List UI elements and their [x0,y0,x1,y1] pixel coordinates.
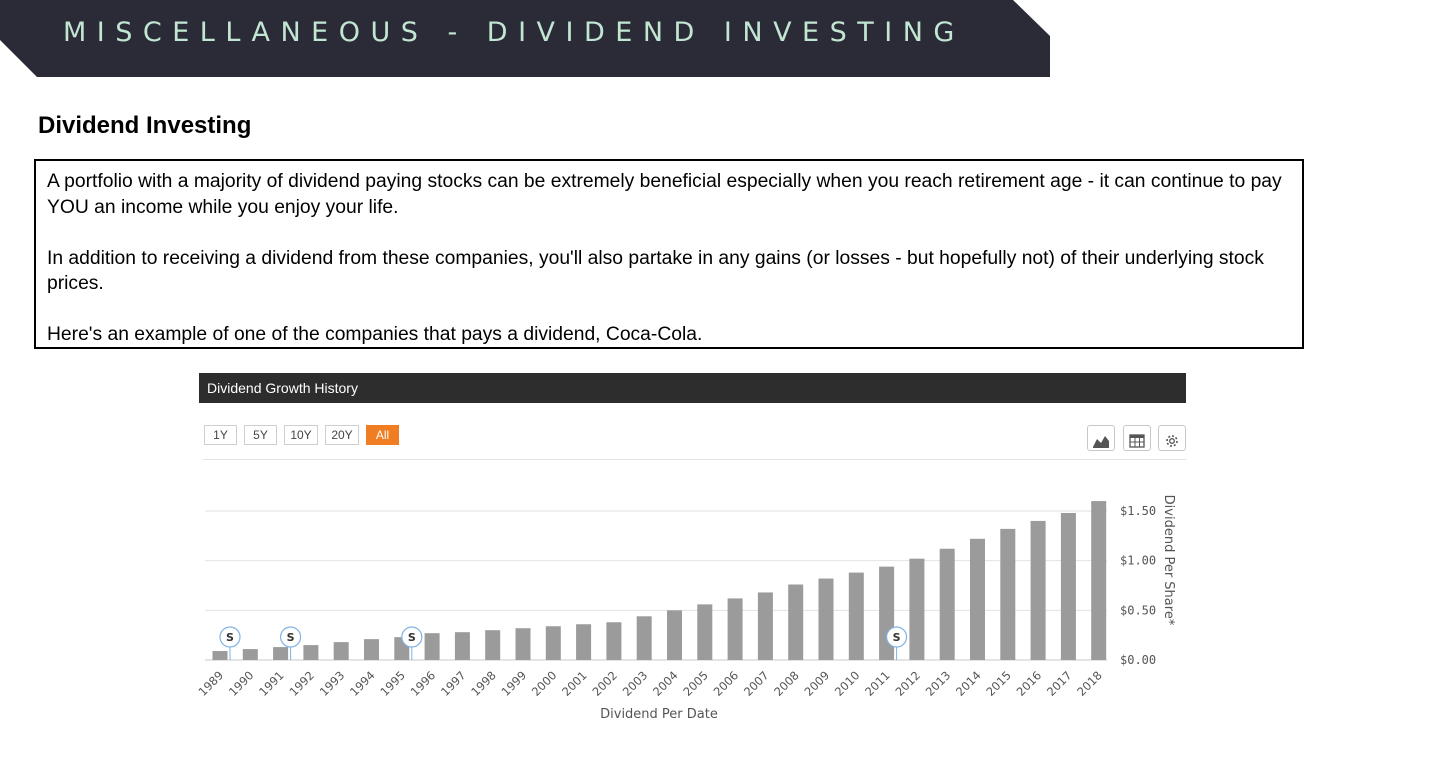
range-button-10y[interactable]: 10Y [284,425,318,445]
split-marker [219,626,241,648]
split-marker [280,626,302,648]
paragraph-1: A portfolio with a majority of dividend … [47,171,1282,218]
range-button-1y[interactable]: 1Y [204,425,237,445]
x-tick-label: 2004 [650,668,681,699]
section-heading: Dividend Investing [38,112,252,139]
x-tick-label: 1995 [377,668,408,699]
bar [1091,501,1107,660]
x-tick-label: 1993 [317,668,348,699]
table-view-button[interactable] [1123,425,1151,451]
paragraph-3: Here's an example of one of the companie… [47,324,703,345]
x-tick-label: 2011 [862,668,893,699]
bar [1060,512,1076,660]
gear-icon [1166,434,1178,447]
x-tick-label: 1996 [408,668,439,699]
bar [454,632,470,660]
area-chart-icon [1093,435,1109,448]
bar [939,548,955,660]
split-marker-label: S [893,631,901,644]
range-button-20y[interactable]: 20Y [325,425,359,445]
x-tick-label: 2010 [832,668,863,699]
x-tick-label: 2017 [1044,668,1075,699]
y-tick-label: $1.00 [1120,554,1156,568]
split-marker [401,626,423,648]
x-tick-label: 2008 [771,668,802,699]
split-marker-label: S [287,631,295,644]
bar [545,626,561,660]
split-marker [885,626,908,648]
bar [485,630,501,660]
bar [1000,528,1016,660]
chart-widget-title: Dividend Growth History [207,380,358,396]
bar [303,645,319,660]
description-box: A portfolio with a majority of dividend … [34,159,1304,349]
y-tick-label: $1.50 [1120,504,1156,518]
x-tick-label: 2013 [923,668,954,699]
bar [697,604,713,660]
y-tick-label: $0.50 [1120,603,1156,617]
x-tick-label: 2018 [1074,668,1105,699]
x-tick-label: 1992 [286,668,317,699]
bar [909,558,925,660]
bar [515,628,531,660]
x-tick-label: 2009 [802,668,833,699]
bar [364,639,379,660]
x-tick-label: 1999 [499,668,530,699]
settings-button[interactable] [1158,425,1186,451]
bar [212,651,228,660]
x-tick-label: 1998 [468,668,499,699]
bar [636,616,652,660]
x-tick-label: 1997 [438,668,469,699]
bar [576,624,592,660]
bar [970,538,985,660]
bar [667,610,682,660]
x-tick-label: 1991 [256,668,287,699]
x-tick-label: 2006 [711,668,742,699]
table-icon [1129,433,1145,448]
bar [788,584,804,660]
banner-title: MISCELLANEOUS - DIVIDEND INVESTING [63,17,965,48]
bar [242,649,258,660]
bar [1030,520,1046,660]
range-button-all[interactable]: All [366,425,399,445]
title-banner [0,0,1050,77]
y-tick-label: $0.00 [1120,653,1156,667]
paragraph-2: In addition to receiving a dividend from… [47,247,1264,295]
x-tick-label: 2007 [741,668,772,699]
x-tick-label: 2000 [529,668,560,699]
x-tick-label: 2012 [892,668,923,699]
range-button-5y[interactable]: 5Y [244,425,277,445]
bar [818,578,834,660]
toolbar-separator [203,459,1186,460]
bar [727,598,743,660]
area-chart-button[interactable] [1087,425,1115,451]
bar [848,572,864,660]
x-tick-label: 2002 [589,668,620,699]
bar [333,642,349,660]
bar [606,622,622,660]
bar [424,633,440,660]
x-tick-label: 2016 [1014,668,1045,699]
bar [273,647,289,660]
bar [757,592,773,660]
x-tick-label: 1989 [196,668,227,699]
chart-header: Dividend Growth History [199,373,1186,403]
x-tick-label: 2001 [559,668,590,699]
x-tick-label: 1994 [347,668,378,699]
split-marker-label: S [408,631,416,644]
x-tick-label: 2015 [983,668,1014,699]
x-tick-label: 1990 [226,668,257,699]
split-marker-label: S [226,631,234,644]
x-tick-label: 2014 [953,668,984,699]
y-axis-title: Dividend Per Share* [1161,495,1176,626]
x-axis-title: Dividend Per Date [600,707,718,722]
x-tick-label: 2003 [620,668,651,699]
x-tick-label: 2005 [680,668,711,699]
